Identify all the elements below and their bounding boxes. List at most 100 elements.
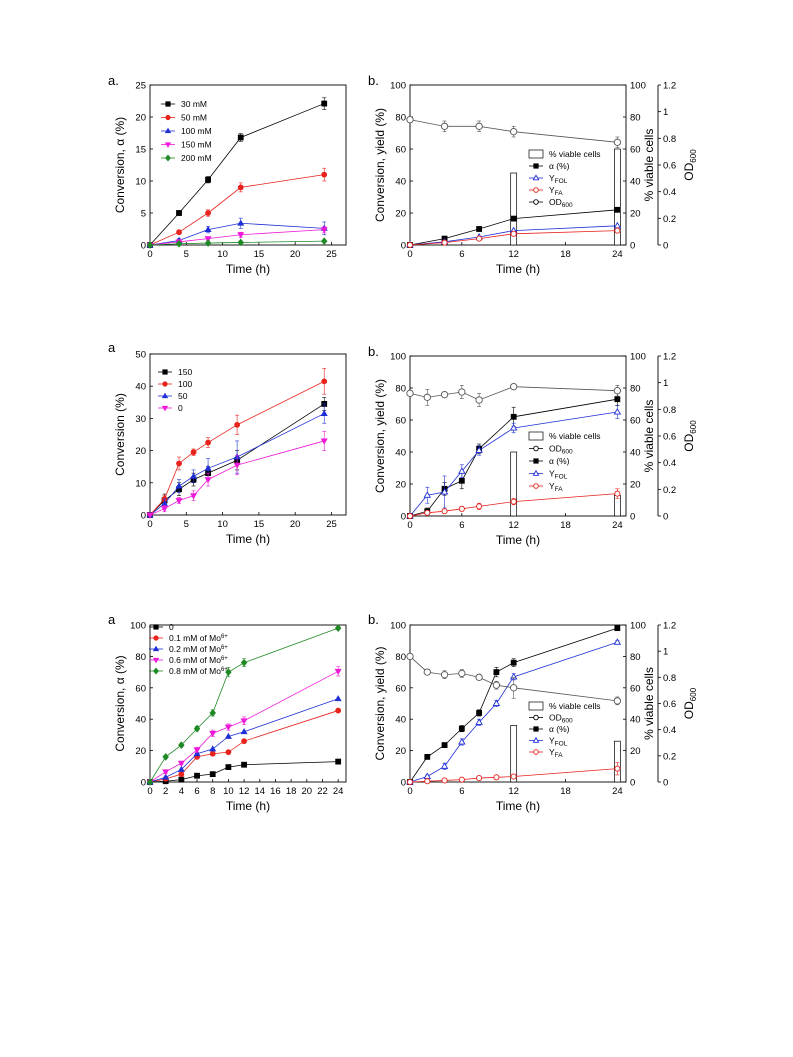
data-point bbox=[510, 659, 517, 666]
data-point bbox=[406, 241, 414, 249]
data-point bbox=[423, 491, 432, 498]
x-tick-label: 24 bbox=[612, 249, 623, 260]
legend-marker bbox=[533, 458, 539, 464]
data-point bbox=[190, 449, 197, 456]
data-point bbox=[458, 725, 465, 732]
y-tick-label: 30 bbox=[135, 414, 146, 425]
y3-tick-label: 1 bbox=[663, 378, 668, 389]
legend-marker bbox=[152, 657, 160, 664]
data-point bbox=[320, 227, 328, 234]
x-tick-label: 22 bbox=[317, 786, 328, 797]
data-point bbox=[424, 509, 431, 516]
legend-label: YFA bbox=[549, 185, 563, 197]
y3-tick-label: 1.2 bbox=[663, 352, 676, 363]
data-point bbox=[335, 707, 342, 714]
x-tick-label: 12 bbox=[239, 786, 250, 797]
legend-label: 200 mM bbox=[181, 153, 212, 163]
data-point bbox=[178, 771, 185, 778]
y2-tick-label: 20 bbox=[630, 746, 641, 757]
data-point bbox=[205, 210, 211, 216]
data-point bbox=[178, 776, 185, 783]
data-point bbox=[440, 762, 449, 769]
y-tick-label: 0 bbox=[141, 511, 146, 522]
data-point bbox=[209, 771, 216, 778]
viable-cells-bar bbox=[614, 740, 621, 783]
y-axis-label: Conversion, yield (%) bbox=[373, 646, 387, 760]
data-point bbox=[614, 396, 621, 403]
x-axis-label: Time (h) bbox=[226, 262, 270, 276]
data-point bbox=[237, 238, 244, 247]
panel-label: a bbox=[108, 340, 116, 355]
y2-tick-label: 20 bbox=[630, 480, 641, 491]
x-tick-label: 12 bbox=[508, 520, 519, 531]
x-tick-label: 0 bbox=[407, 520, 412, 531]
data-point bbox=[458, 467, 466, 474]
y2-tick-label: 40 bbox=[630, 177, 641, 188]
data-point bbox=[406, 389, 414, 397]
data-point bbox=[161, 506, 169, 513]
data-point bbox=[510, 230, 517, 237]
legend-label: α (%) bbox=[549, 724, 570, 734]
legend-marker bbox=[533, 445, 539, 452]
data-point bbox=[475, 718, 483, 725]
x-axis-label: Time (h) bbox=[226, 799, 270, 813]
legend-label: YFOL bbox=[549, 469, 568, 481]
data-point bbox=[175, 482, 183, 489]
data-point bbox=[177, 765, 185, 772]
data-point bbox=[406, 652, 414, 661]
legend-label: OD600 bbox=[549, 197, 573, 209]
legend: 30 mM 50 mM 100 mM 150 mM 200 mM bbox=[161, 99, 212, 163]
y-axis-label: Conversion, yield (%) bbox=[373, 379, 387, 493]
data-point bbox=[176, 210, 182, 216]
legend-marker bbox=[153, 624, 159, 630]
x-tick-label: 10 bbox=[217, 519, 228, 530]
series-line bbox=[149, 174, 325, 246]
chart-panel-r2a: a 0 5 10 15 20 25 0 10 20 30 40 50 Time (h) Conversion… bbox=[108, 340, 347, 546]
series-3 bbox=[406, 383, 622, 407]
legend-swatch bbox=[528, 149, 544, 159]
legend-label: % viable cells bbox=[549, 149, 601, 159]
data-point bbox=[509, 423, 518, 431]
data-point bbox=[406, 778, 414, 786]
y-axis-label: Conversion, α (%) bbox=[113, 655, 127, 751]
x-tick-label: 0 bbox=[147, 249, 152, 260]
y3-tick-label: 0 bbox=[663, 512, 668, 523]
y-tick-label: 10 bbox=[135, 177, 146, 188]
legend-marker bbox=[533, 199, 539, 205]
data-point bbox=[190, 493, 198, 500]
x-tick-label: 20 bbox=[290, 249, 301, 260]
data-point bbox=[510, 498, 517, 505]
y-tick-label: 10 bbox=[135, 478, 146, 489]
legend-marker bbox=[161, 405, 169, 412]
data-point bbox=[613, 407, 622, 415]
x-axis-label: Time (h) bbox=[496, 262, 540, 276]
x-tick-label: 18 bbox=[560, 249, 571, 260]
x-tick-label: 6 bbox=[459, 786, 464, 797]
legend-label: OD600 bbox=[549, 444, 573, 456]
legend-marker bbox=[162, 381, 168, 387]
data-point bbox=[441, 742, 448, 749]
data-point bbox=[320, 237, 328, 246]
y-axis-label: Conversion, α (%) bbox=[113, 117, 127, 213]
data-point bbox=[613, 387, 622, 395]
data-point bbox=[441, 508, 448, 515]
data-point bbox=[175, 239, 183, 248]
data-point bbox=[613, 697, 622, 705]
data-point bbox=[234, 421, 241, 428]
legend-marker bbox=[532, 469, 540, 476]
y-tick-label: 80 bbox=[395, 113, 406, 124]
viable-cells-bar bbox=[510, 451, 518, 517]
y3-tick-label: 0.6 bbox=[663, 161, 676, 172]
legend: 150 100 50 0 bbox=[158, 367, 192, 413]
data-point bbox=[423, 772, 432, 780]
x-tick-label: 0 bbox=[407, 249, 412, 260]
data-point bbox=[209, 709, 216, 717]
data-point bbox=[492, 681, 501, 689]
y-tick-label: 20 bbox=[395, 480, 406, 491]
data-point bbox=[237, 134, 244, 141]
data-point bbox=[241, 738, 247, 745]
x-tick-label: 20 bbox=[302, 786, 313, 797]
legend-marker bbox=[162, 369, 168, 375]
